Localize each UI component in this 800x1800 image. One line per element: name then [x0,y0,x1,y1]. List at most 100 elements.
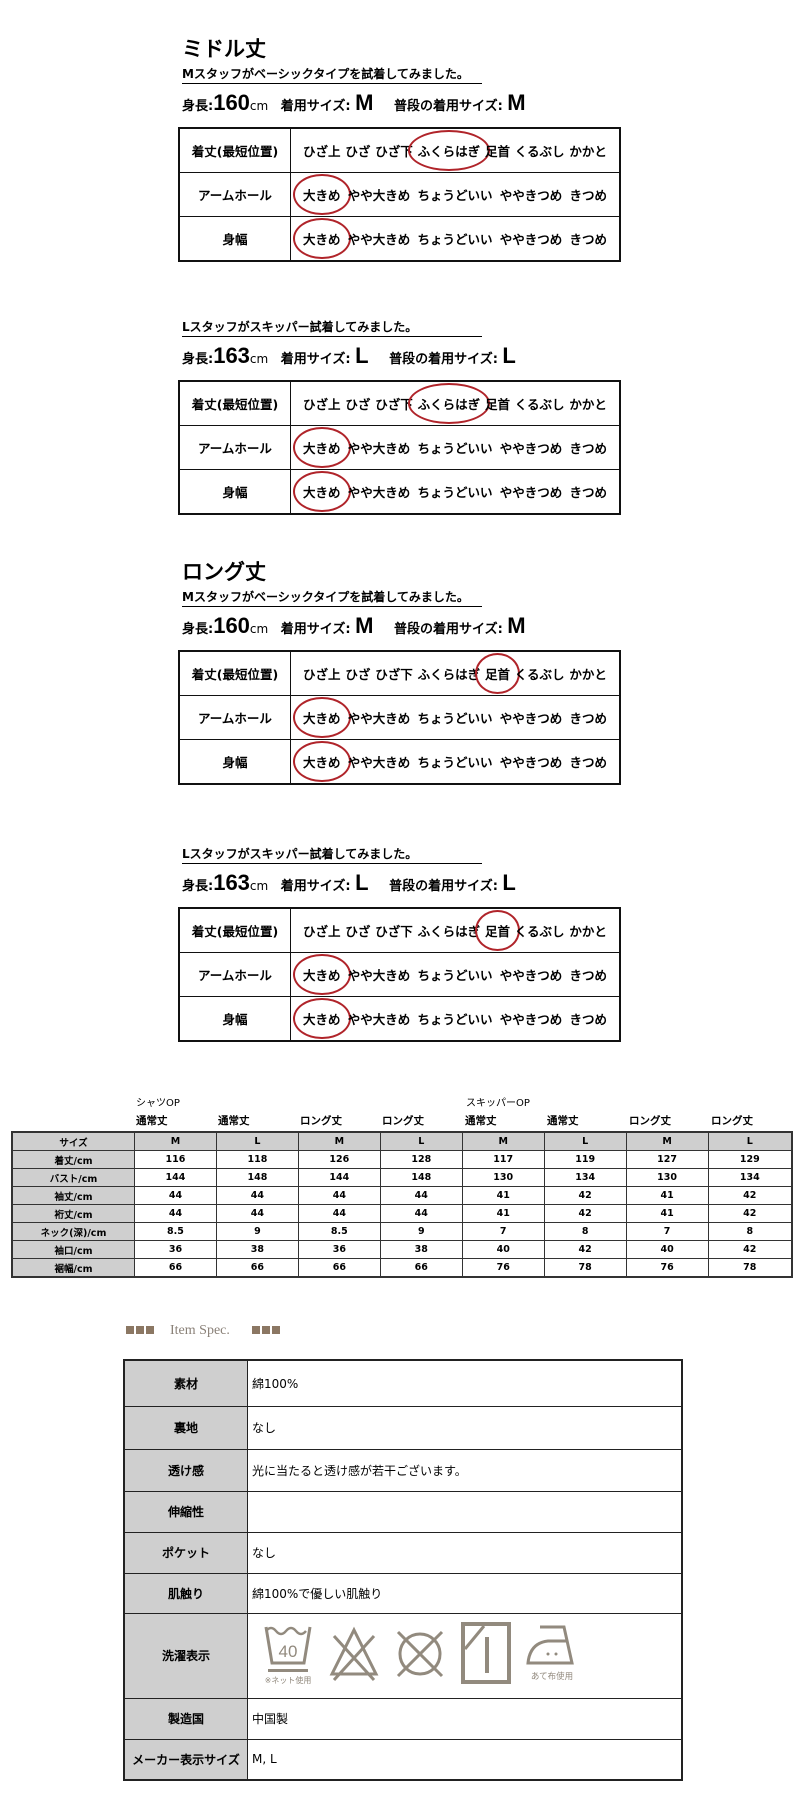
size-cell: 8 [543,1222,627,1241]
fit-row: アームホール 大きめ やや大きめ ちょうどいい ややきつめ きつめ [178,695,621,740]
fit-option: ちょうどいい [417,755,493,770]
spec-label: 素材 [123,1359,248,1407]
size-cell: 42 [543,1204,627,1223]
size-cell: 8.5 [297,1222,381,1241]
size-row: 袖丈/cm 44 44 44 44 41 42 41 42 [11,1186,793,1205]
size-cell: 76 [461,1258,545,1278]
usual-size-label: 普段の着用サイズ: [389,879,498,894]
spec-value: 中国製 [247,1697,683,1740]
worn-size: L [355,870,369,895]
height-unit: cm [249,879,269,893]
item-spec-table: 素材 綿100% 裏地 なし 透け感 光に当たると透け感が若干ございます。 伸縮性 ポケットな… [123,1359,683,1781]
fit-option: ちょうどいい [417,485,493,500]
staff-profile: 身長:163cm 着用サイズ: L 普段の着用サイズ: L [182,870,516,896]
decor-squares [251,1323,282,1339]
size-row: 着丈/cm 116 118 126 128 117 119 127 129 [11,1150,793,1169]
size-row-label: 裄丈/cm [11,1204,135,1223]
fit-table: 着丈(最短位置) ひざ上 ひざ ひざ下 ふくらはぎ 足首 くるぶし かかと アームホール 大きめや… [178,907,621,1042]
fit-option: ちょうどいい [417,441,493,456]
size-cell: 44 [215,1186,299,1205]
iron-low-cloth-icon: あて布使用 [526,1621,582,1690]
fit-row-label: アームホール [178,695,291,740]
usual-size: L [502,343,516,368]
size-cell: 44 [379,1186,463,1205]
size-row: 袖口/cm 36 38 36 38 40 42 40 42 [11,1240,793,1259]
fit-option-selected: 大きめ [293,471,350,512]
staff-profile: 身長:160cm 着用サイズ: M 普段の着用サイズ: M [182,613,526,639]
size-row-label: ネック(深)/cm [11,1222,135,1241]
size-row: ネック(深)/cm 8.5 9 8.5 9 7 8 7 8 [11,1222,793,1241]
fit-row: 身幅 大きめ やや大きめ ちょうどいい ややきつめ きつめ [178,216,621,262]
fit-option: やや大きめ [347,755,411,770]
fit-option: きつめ [569,755,607,770]
spec-label: 肌触り [123,1572,248,1614]
fit-option: ひざ下 [375,144,413,159]
size-cell: 66 [379,1258,463,1278]
fit-option: ひざ上 [303,397,341,412]
fit-table: 着丈(最短位置) ひざ上 ひざ ひざ下 ふくらはぎ 足首 くるぶし かかと アームホール 大きめや… [178,650,621,785]
size-cell: 148 [215,1168,299,1187]
size-header-cell: L [543,1131,627,1151]
fit-option: かかと [569,144,607,159]
size-cell: 118 [215,1150,299,1169]
size-cell: 127 [625,1150,709,1169]
fit-option-selected: 大きめ [293,218,350,259]
size-cell: 78 [707,1258,793,1278]
item-spec-heading: Item Spec. [126,1323,282,1339]
fit-option: やや大きめ [347,188,411,203]
fit-table: 着丈(最短位置) ひざ上 ひざ ひざ下 ふくらはぎ 足首 くるぶし かかと アームホール 大きめや… [178,127,621,262]
size-table: サイズ M L M L M L M L 着丈/cm 116 118 126 128 117 119 127 129… [11,1131,793,1278]
fit-option: ひざ [345,144,371,159]
spec-value [247,1490,683,1533]
fit-option: くるぶし [514,144,565,159]
fit-option: ややきつめ [499,188,563,203]
spec-value: 綿100% [247,1359,683,1407]
size-header-row: サイズ M L M L M L M L [11,1131,793,1151]
size-cell: 130 [625,1168,709,1187]
fit-option: ひざ上 [303,144,341,159]
fit-option: ややきつめ [499,968,563,983]
size-cell: 41 [625,1204,709,1223]
height-unit: cm [249,622,269,636]
fit-option: ひざ下 [375,924,413,939]
fit-option: ちょうどいい [417,711,493,726]
size-cell: 42 [543,1186,627,1205]
size-cell: 76 [625,1258,709,1278]
size-cell: 38 [379,1240,463,1259]
fit-option-selected: 大きめ [293,741,350,782]
fit-option: やや大きめ [347,232,411,247]
fit-option: ややきつめ [499,1012,563,1027]
no-tumble-dry-icon [394,1624,446,1687]
fit-option: かかと [569,397,607,412]
spec-label: ポケット [123,1531,248,1574]
size-row-label: 袖口/cm [11,1240,135,1259]
height-unit: cm [249,99,269,113]
fit-option-selected: ふくらはぎ [407,130,490,171]
fit-row: アームホール 大きめ やや大きめ ちょうどいい ややきつめ きつめ [178,425,621,470]
fit-option: やや大きめ [347,711,411,726]
size-group-skipper: スキッパーOP [466,1098,530,1109]
size-cell: 7 [461,1222,545,1241]
fit-option: くるぶし [514,924,565,939]
spec-value: 光に当たると透け感が若干ございます。 [247,1448,683,1492]
size-cell: 144 [297,1168,381,1187]
fit-option: 足首 [484,144,510,159]
worn-size: M [355,613,374,638]
fit-option: ひざ下 [375,667,413,682]
fit-option: くるぶし [514,667,565,682]
fit-row-label: アームホール [178,425,291,470]
size-cell: 8.5 [134,1222,217,1241]
fit-option: ややきつめ [499,711,563,726]
usual-size: M [507,613,526,638]
size-header-cell: L [707,1131,793,1151]
height-label: 身長: [182,352,214,367]
section-subtitle: Lスタッフがスキッパー試着してみました。 [182,845,482,864]
spec-label: 洗濯表示 [123,1612,248,1699]
height-value: 160 [213,613,250,638]
spec-row: メーカー表示サイズ M, L [123,1738,683,1781]
spec-label: 裏地 [123,1405,248,1450]
size-cell: 126 [297,1150,381,1169]
spec-label: メーカー表示サイズ [123,1738,248,1781]
size-cell: 44 [134,1204,217,1223]
care-icons: 40 ※ネット使用 あて布使用 [252,1619,681,1692]
